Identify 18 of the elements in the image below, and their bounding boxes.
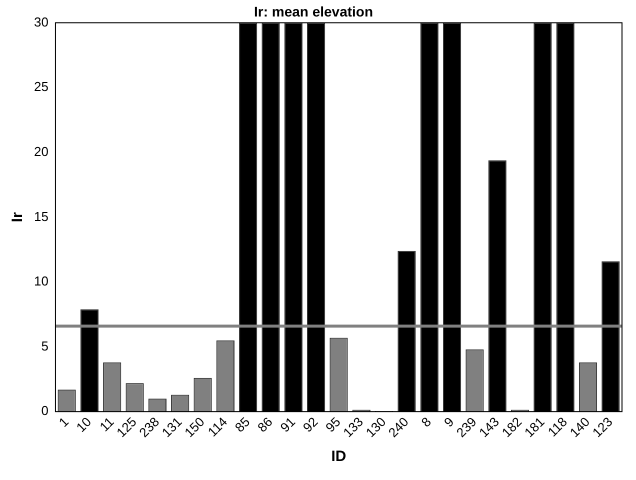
x-tick-label: 8 (418, 414, 434, 430)
chart-title: Ir: mean elevation (254, 3, 374, 20)
y-tick-label: 30 (34, 14, 48, 30)
x-tick-label: 10 (73, 414, 94, 436)
x-tick-label: 91 (277, 414, 298, 436)
y-tick-label: 15 (34, 208, 48, 224)
y-tick-label: 10 (34, 274, 48, 289)
x-axis-title: ID (331, 448, 346, 466)
x-tick-label: 1 (56, 414, 72, 430)
x-tick-label: 85 (232, 414, 253, 436)
x-tick-label: 114 (204, 414, 230, 440)
y-tick-label: 25 (34, 79, 48, 94)
y-axis-title: Ir (9, 212, 26, 222)
x-tick-label: 86 (254, 414, 276, 436)
x-tick-label: 92 (300, 414, 321, 436)
y-tick-label: 0 (41, 403, 48, 418)
y-tick-label: 20 (34, 144, 48, 159)
y-tick-label: 5 (41, 338, 48, 354)
